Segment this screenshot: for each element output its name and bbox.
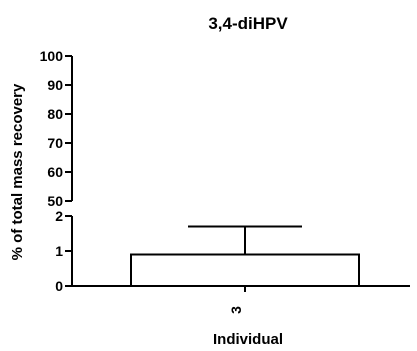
- y-tick-70-label: 70: [47, 135, 63, 151]
- y-tick-80-label: 80: [47, 106, 63, 122]
- y-tick-0-label: 0: [55, 278, 63, 294]
- y-tick-50-label: 50: [47, 193, 63, 209]
- y-tick-2-label: 2: [55, 208, 63, 224]
- y-tick-60-label: 60: [47, 164, 63, 180]
- y-axis-label: % of total mass recovery: [9, 83, 26, 260]
- chart-title: 3,4-diHPV: [208, 14, 288, 33]
- x-tick-3-label: 3: [228, 306, 244, 314]
- y-tick-1-label: 1: [55, 243, 63, 259]
- bar-3: [130, 253, 360, 287]
- axes: 0 1 250 60 70 80 90 100 3: [40, 48, 410, 314]
- data-marks: [130, 225, 360, 287]
- y-tick-100-label: 100: [40, 48, 64, 64]
- x-axis-label: Individual: [213, 331, 283, 348]
- y-tick-90-label: 90: [47, 77, 63, 93]
